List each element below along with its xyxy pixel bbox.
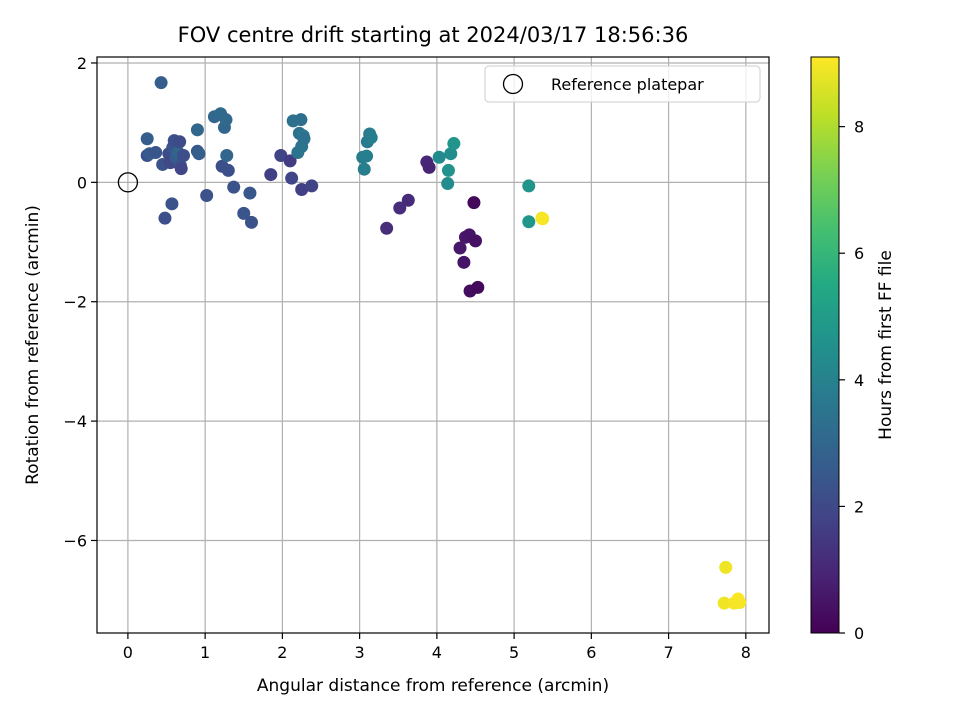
data-point [441,163,455,177]
data-point [295,183,309,197]
data-point [192,147,206,161]
grid-lines [97,57,769,633]
y-tick-label: −4 [63,412,87,431]
x-tick-label: 2 [277,643,287,662]
legend-box [484,65,761,103]
data-point [140,132,154,146]
colorbar-tick-label: 6 [854,244,864,263]
data-point [165,197,179,211]
y-tick-label: −6 [63,531,87,550]
y-tick-label: −2 [63,293,87,312]
data-point [717,596,731,610]
axis-ticks: 0 1 2 3 4 5 6 7 8 −6 −4 −2 0 2 [63,54,751,662]
x-tick-label: 8 [741,643,751,662]
plot-frame [96,56,770,634]
data-point [380,221,394,235]
data-point [244,215,258,229]
colorbar-tick-label: 0 [854,624,864,643]
colorbar-gradient [810,56,840,634]
data-point [536,212,550,226]
data-point [522,215,536,229]
data-point [200,188,214,202]
chart-title: FOV centre drift starting at 2024/03/17 … [178,23,689,47]
x-tick-label: 1 [200,643,210,662]
data-point [357,162,371,176]
data-point [401,193,415,207]
data-point [447,137,461,151]
reference-point [117,172,139,193]
data-point [733,596,747,610]
data-point [393,201,407,215]
data-point [149,146,163,160]
data-point [305,179,319,193]
data-point [243,186,257,200]
data-point [221,163,235,177]
data-point [219,113,233,127]
data-point [174,162,188,176]
data-point [154,76,168,90]
x-tick-label: 0 [123,643,133,662]
data-point [471,280,485,294]
data-point [190,123,204,137]
y-tick-label: 2 [77,54,87,73]
data-point [441,177,455,191]
data-point [468,234,482,248]
data-point [173,135,187,149]
data-point [158,211,172,225]
data-point [285,171,299,185]
y-tick-label: 0 [77,173,87,192]
data-point [237,206,251,220]
data-point [457,255,471,269]
x-axis-label: Angular distance from reference (arcmin) [257,676,609,696]
x-tick-label: 3 [355,643,365,662]
x-tick-label: 7 [663,643,673,662]
data-point [453,241,467,255]
data-point [522,179,536,193]
legend: Reference platepar [484,65,761,103]
data-point [294,113,308,127]
data-point [360,149,374,163]
x-tick-label: 5 [509,643,519,662]
colorbar-tick-label: 2 [854,497,864,516]
data-point [220,148,234,162]
data-point [719,560,733,574]
data-point [432,150,446,164]
data-point [444,147,458,161]
colorbar-tick-label: 4 [854,371,864,390]
x-tick-label: 4 [432,643,442,662]
data-point [264,168,278,182]
legend-label: Reference platepar [551,75,704,94]
colorbar-ticks: 0 2 4 6 8 [839,118,864,643]
data-point [227,180,241,194]
reference-platepar-marker [117,172,139,193]
colorbar-label: Hours from first FF file [876,250,896,440]
colorbar-tick-label: 8 [854,118,864,137]
colorbar: 0 2 4 6 8 Hours from first FF file [810,56,896,643]
y-axis-label: Rotation from reference (arcmin) [23,205,43,485]
data-point [467,196,481,210]
data-points [140,76,747,610]
data-point [422,160,436,174]
data-point [177,148,191,162]
data-point [364,131,378,145]
data-point [283,154,297,168]
legend-marker [502,73,524,95]
data-point [297,132,311,146]
x-tick-label: 6 [586,643,596,662]
